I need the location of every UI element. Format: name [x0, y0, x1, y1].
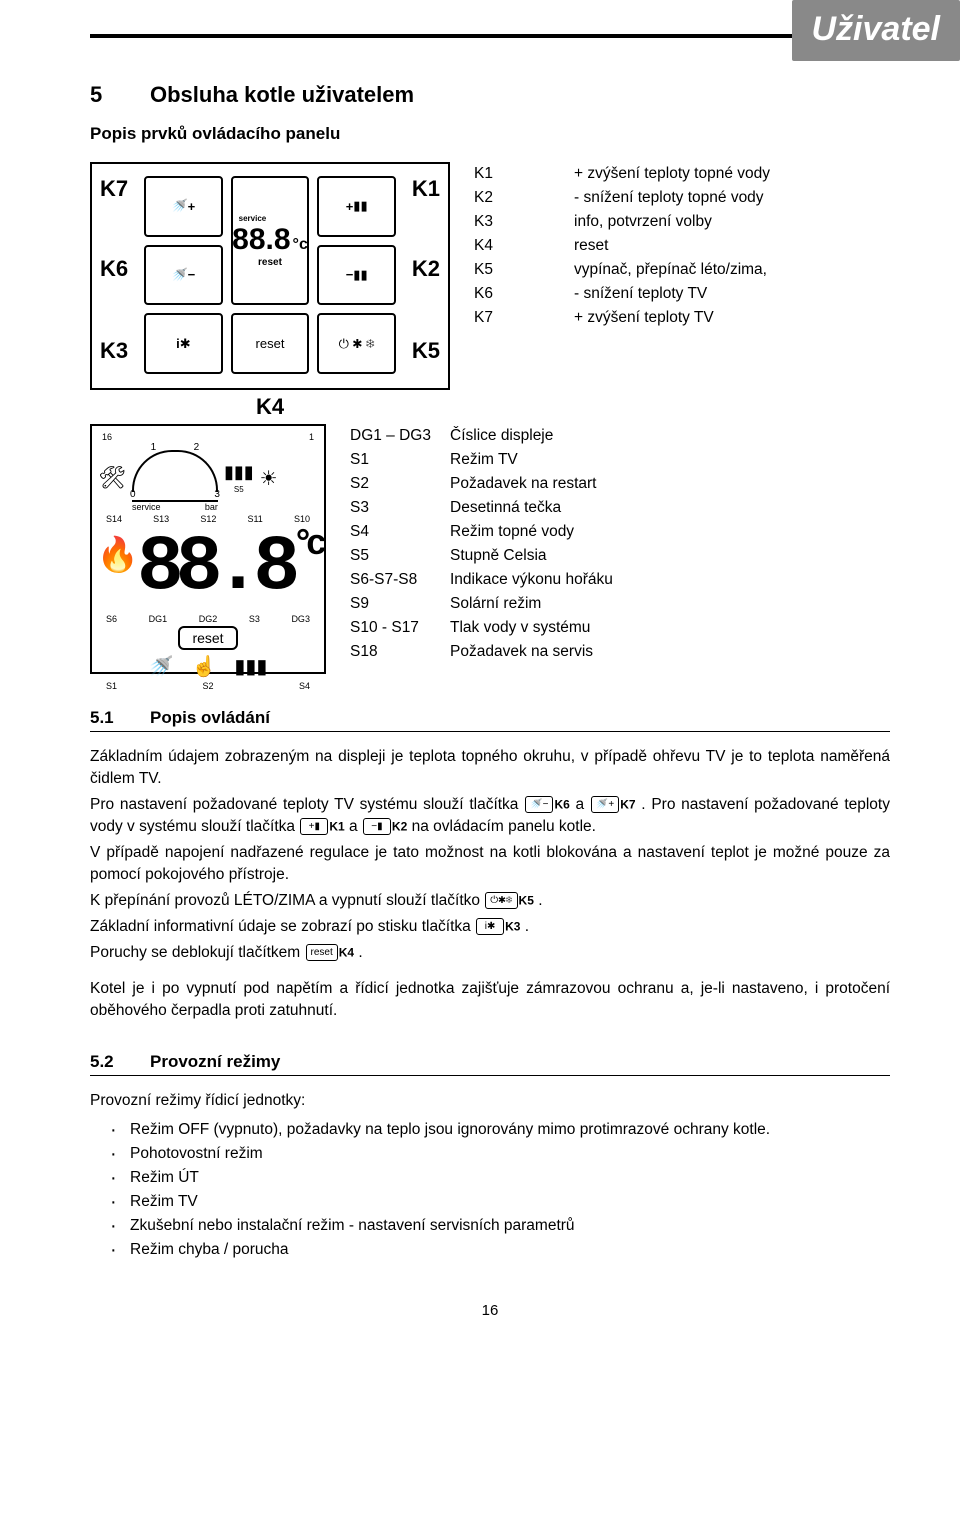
p4: K přepínání provozů LÉTO/ZIMA a vypnutí …: [90, 890, 890, 912]
legend-row: DG1 – DG3Číslice displeje: [350, 424, 613, 448]
mode-item: Režim TV: [90, 1190, 890, 1214]
mode-item: Pohotovostní režim: [90, 1142, 890, 1166]
inline-btn-k5: ⏻✱❄: [485, 892, 517, 909]
btn-k2-minus-icon: − ▮▮: [317, 245, 396, 306]
display-detail-figure: 16 1 🛠 12 0 3 service bar: [90, 424, 326, 674]
legend-row: K2- snížení teploty topné vody: [474, 186, 770, 210]
legend-row: S18Požadavek na servis: [350, 640, 613, 664]
header-badge: Uživatel: [792, 0, 960, 61]
legend-row: S10 - S17Tlak vody v systému: [350, 616, 613, 640]
btn-k5-power-icon: ⏻ ✱ ❄: [317, 313, 396, 374]
inline-btn-k2: −▮: [363, 818, 391, 835]
legend-row: K4reset: [474, 234, 770, 258]
section-number: 5: [90, 82, 150, 108]
p2: Pro nastavení požadované teploty TV syst…: [90, 794, 890, 838]
legend-row: S2Požadavek na restart: [350, 472, 613, 496]
inline-btn-k6: 🚿−: [525, 796, 553, 813]
p7: Kotel je i po vypnutí pod napětím a řídi…: [90, 978, 890, 1022]
label-k7: K7: [100, 176, 128, 202]
btn-k7-plus-icon: 🚿 +: [144, 176, 223, 237]
label-k4: K4: [256, 394, 284, 420]
legend-row: K6- snížení teploty TV: [474, 282, 770, 306]
control-panel-figure: K7 K6 K3 K1 K2 K5 🚿 + service 88.8 °c: [90, 162, 450, 390]
wrench-icon: 🛠: [98, 465, 126, 491]
p5: Základní informativní údaje se zobrazí p…: [90, 916, 890, 938]
legend-row: K3info, potvrzení volby: [474, 210, 770, 234]
legend-row: S4Režim topné vody: [350, 520, 613, 544]
legend-row: S6-S7-S8Indikace výkonu hořáku: [350, 568, 613, 592]
legend-row: S1Režim TV: [350, 448, 613, 472]
faucet-icon: 🚿: [149, 654, 174, 679]
btn-k3-info-icon: i✱: [144, 313, 223, 374]
label-k5: K5: [412, 338, 440, 364]
radiator2-icon: ▮▮▮: [234, 654, 267, 679]
label-k1: K1: [412, 176, 440, 202]
legend-row: S5Stupně Celsia: [350, 544, 613, 568]
header: Uživatel: [90, 0, 890, 72]
label-k2: K2: [412, 256, 440, 282]
legend-k: K1+ zvýšení teploty topné vodyK2- snížen…: [474, 162, 770, 330]
body-5-2: Provozní režimy řídicí jednotky: Režim O…: [90, 1090, 890, 1262]
section-title: Obsluha kotle uživatelem: [150, 82, 414, 108]
modes-intro: Provozní režimy řídicí jednotky:: [90, 1090, 890, 1112]
section-heading: 5 Obsluha kotle uživatelem: [90, 82, 890, 108]
p6: Poruchy se deblokují tlačítkem resetK4 .: [90, 942, 890, 964]
inline-btn-k3: i✱: [476, 918, 504, 935]
p1: Základním údajem zobrazeným na displeji …: [90, 746, 890, 790]
mode-item: Režim OFF (vypnuto), požadavky na teplo …: [90, 1118, 890, 1142]
label-k3: K3: [100, 338, 128, 364]
mode-item: Režim ÚT: [90, 1166, 890, 1190]
fig2-digits: 🔥 88.8 °c: [98, 524, 318, 612]
panel-description-title: Popis prvků ovládacího panelu: [90, 124, 890, 144]
display-center: service 88.8 °c reset: [231, 176, 310, 305]
legend-row: K1+ zvýšení teploty topné vody: [474, 162, 770, 186]
inline-btn-k4: reset: [306, 944, 338, 961]
body-5-1: Základním údajem zobrazeným na displeji …: [90, 746, 890, 1022]
legend-s: DG1 – DG3Číslice displejeS1Režim TVS2Pož…: [350, 424, 613, 664]
fig2-16: 16: [102, 432, 112, 442]
header-rule: [90, 34, 890, 38]
figure-2-row: 16 1 🛠 12 0 3 service bar: [90, 424, 890, 674]
mode-item: Režim chyba / porucha: [90, 1238, 890, 1262]
radiator-icon: ▮▮▮: [224, 462, 254, 483]
p3: V případě napojení nadřazené regulace je…: [90, 842, 890, 886]
figure-1-row: K7 K6 K3 K1 K2 K5 🚿 + service 88.8 °c: [90, 162, 890, 390]
subsection-5-2: 5.2 Provozní režimy: [90, 1052, 890, 1076]
fig2-reset: reset: [178, 626, 237, 650]
btn-k4-reset: reset: [231, 313, 310, 374]
fig2-1: 1: [309, 432, 314, 442]
legend-row: K5vypínač, přepínač léto/zima,: [474, 258, 770, 282]
legend-row: K7+ zvýšení teploty TV: [474, 306, 770, 330]
sun-icon: ☀: [260, 466, 278, 491]
modes-list: Režim OFF (vypnuto), požadavky na teplo …: [90, 1118, 890, 1262]
legend-row: S9Solární režim: [350, 592, 613, 616]
inline-btn-k7: 🚿+: [591, 796, 619, 813]
inline-btn-k1: +▮: [300, 818, 328, 835]
hand-icon: ☝: [191, 654, 216, 679]
gauge-icon: 12 0 3: [132, 444, 218, 502]
btn-k6-minus-icon: 🚿 −: [144, 245, 223, 306]
page-number: 16: [90, 1302, 890, 1319]
subsection-5-1: 5.1 Popis ovládání: [90, 708, 890, 732]
btn-k1-plus-icon: + ▮▮: [317, 176, 396, 237]
mode-item: Zkušební nebo instalační režim - nastave…: [90, 1214, 890, 1238]
legend-row: S3Desetinná tečka: [350, 496, 613, 520]
label-k6: K6: [100, 256, 128, 282]
